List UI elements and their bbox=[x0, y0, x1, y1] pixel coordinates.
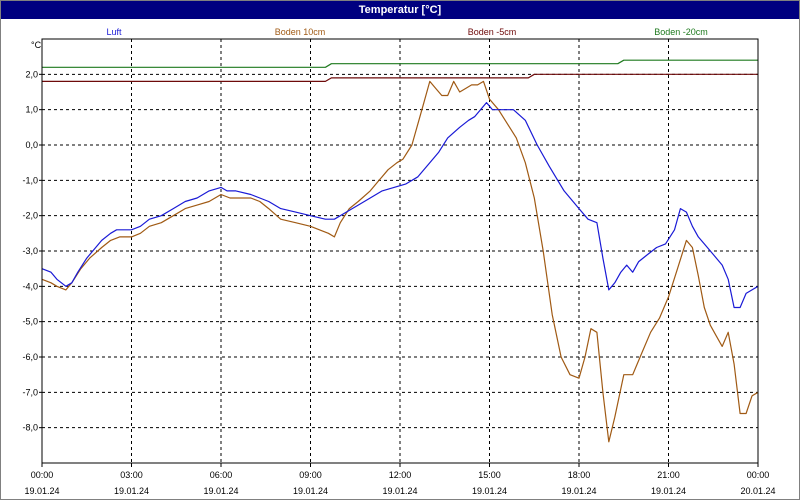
legend-item: Luft bbox=[106, 27, 122, 37]
y-tick-label: -1,0 bbox=[22, 175, 38, 185]
x-tick-date: 19.01.24 bbox=[24, 486, 59, 496]
x-tick-date: 20.01.24 bbox=[740, 486, 775, 496]
y-tick-label: -7,0 bbox=[22, 387, 38, 397]
x-tick-time: 12:00 bbox=[389, 470, 412, 480]
x-tick-date: 19.01.24 bbox=[472, 486, 507, 496]
x-tick-time: 00:00 bbox=[31, 470, 54, 480]
x-tick-time: 15:00 bbox=[478, 470, 501, 480]
x-tick-date: 19.01.24 bbox=[382, 486, 417, 496]
y-tick-label: -5,0 bbox=[22, 317, 38, 327]
x-tick-date: 19.01.24 bbox=[651, 486, 686, 496]
x-tick-time: 18:00 bbox=[568, 470, 591, 480]
y-tick-label: 0,0 bbox=[25, 140, 38, 150]
series-lines bbox=[41, 59, 759, 443]
series-line-boden-20cm bbox=[42, 59, 758, 68]
y-axis-ticks: 2,0 1,0 0,0 -1,0 -2,0 -3,0 -4,0 -5,0 -6,0 -7,0 -8,… bbox=[22, 69, 42, 433]
x-tick-date: 19.01.24 bbox=[293, 486, 328, 496]
y-tick-label: -8,0 bbox=[22, 423, 38, 433]
series-line-boden-5cm bbox=[42, 73, 758, 83]
x-tick-time: 03:00 bbox=[120, 470, 143, 480]
x-tick-date: 19.01.24 bbox=[561, 486, 596, 496]
y-axis-unit: °C bbox=[31, 40, 42, 50]
legend: Luft Boden 10cm Boden -5cm Boden -20cm bbox=[106, 27, 707, 37]
x-tick-time: 21:00 bbox=[657, 470, 680, 480]
y-tick-label: -3,0 bbox=[22, 246, 38, 256]
y-tick-label: -6,0 bbox=[22, 352, 38, 362]
x-tick-date: 19.01.24 bbox=[203, 486, 238, 496]
y-tick-label: -4,0 bbox=[22, 281, 38, 291]
y-tick-label: 2,0 bbox=[25, 69, 38, 79]
x-tick-time: 09:00 bbox=[299, 470, 322, 480]
x-axis-ticks: 00:00 19.01.24 03:00 19.01.24 06:00 19.01.24 0… bbox=[24, 463, 776, 496]
x-tick-time: 00:00 bbox=[747, 470, 770, 480]
legend-item: Boden -5cm bbox=[468, 27, 517, 37]
y-tick-label: -2,0 bbox=[22, 211, 38, 221]
series-line-boden-10cm bbox=[41, 80, 759, 443]
legend-item: Boden -20cm bbox=[654, 27, 708, 37]
y-tick-label: 1,0 bbox=[25, 105, 38, 115]
series-line-luft bbox=[41, 101, 759, 309]
legend-item: Boden 10cm bbox=[275, 27, 326, 37]
x-tick-time: 06:00 bbox=[210, 470, 233, 480]
temperature-chart: Luft Boden 10cm Boden -5cm Boden -20cm °C 2… bbox=[22, 27, 776, 496]
window-title: Temperatur [°C] bbox=[1, 1, 799, 19]
plot-frame bbox=[41, 38, 759, 464]
x-tick-date: 19.01.24 bbox=[114, 486, 149, 496]
grid bbox=[42, 39, 758, 463]
